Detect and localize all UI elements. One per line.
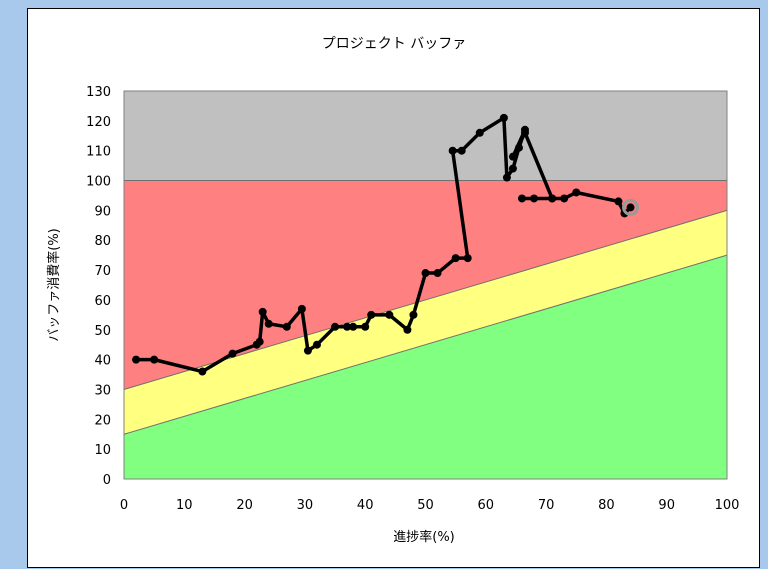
data-point — [572, 188, 581, 197]
x-tick-90: 90 — [658, 498, 675, 513]
zone-boundary-yellow — [123, 254, 728, 435]
x-tick-40: 40 — [357, 498, 374, 513]
data-point — [198, 367, 207, 376]
y-tick-50: 50 — [94, 324, 111, 339]
y-tick-130: 130 — [86, 85, 111, 100]
data-point — [614, 197, 623, 206]
data-point — [457, 146, 466, 155]
y-tick-30: 30 — [94, 383, 111, 398]
y-axis-label: バッファ消費率(%) — [46, 228, 62, 342]
x-tick-60: 60 — [478, 498, 495, 513]
y-tick-10: 10 — [94, 443, 111, 458]
data-point — [517, 194, 526, 203]
data-point — [361, 322, 370, 331]
x-tick-70: 70 — [538, 498, 555, 513]
data-point — [502, 173, 511, 182]
data-point — [312, 340, 321, 349]
zone-gray — [124, 91, 727, 181]
data-point — [560, 194, 569, 203]
y-tick-60: 60 — [94, 294, 111, 309]
series-layer — [132, 113, 640, 376]
data-point — [150, 355, 159, 364]
x-axis-label: 進捗率(%) — [393, 529, 455, 545]
zone-layer — [124, 91, 727, 479]
chart-title: プロジェクト バッファ — [322, 36, 466, 52]
x-tick-10: 10 — [176, 498, 193, 513]
x-tick-20: 20 — [236, 498, 253, 513]
data-point — [297, 304, 306, 313]
zone-yellow — [124, 210, 727, 435]
data-point — [255, 337, 264, 346]
y-tick-80: 80 — [94, 234, 111, 249]
data-point — [448, 146, 457, 155]
y-axis-ticks: 0 10 20 30 40 50 60 70 80 90 100 110 120 130 — [86, 85, 111, 488]
y-tick-20: 20 — [94, 413, 111, 428]
data-point — [548, 194, 557, 203]
y-tick-0: 0 — [103, 473, 111, 488]
y-tick-100: 100 — [86, 175, 111, 190]
data-point — [282, 322, 291, 331]
y-tick-70: 70 — [94, 264, 111, 279]
data-point — [508, 164, 517, 173]
x-tick-100: 100 — [715, 498, 740, 513]
zone-red — [124, 180, 727, 390]
data-point — [132, 355, 141, 364]
data-point — [499, 113, 508, 122]
y-tick-40: 40 — [94, 354, 111, 369]
data-point — [258, 307, 267, 316]
data-point — [303, 346, 312, 355]
chart-frame: プロジェクト バッファ 0 10 20 30 40 50 60 70 80 90 100 110 120… — [27, 8, 760, 568]
data-point — [228, 349, 237, 358]
y-tick-110: 110 — [86, 145, 111, 160]
data-point — [514, 143, 523, 152]
data-point — [367, 310, 376, 319]
data-point — [385, 310, 394, 319]
data-point — [349, 322, 358, 331]
chart-svg: プロジェクト バッファ 0102030405060708090100110120… — [46, 36, 740, 545]
data-point — [451, 254, 460, 263]
data-point — [343, 322, 352, 331]
data-point — [331, 322, 340, 331]
x-tick-30: 30 — [297, 498, 314, 513]
data-point — [409, 310, 418, 319]
data-point — [530, 194, 539, 203]
zone-green — [124, 255, 727, 479]
data-point — [520, 128, 529, 137]
data-point — [421, 269, 430, 278]
data-point — [264, 319, 273, 328]
data-point — [463, 254, 472, 263]
data-point — [508, 152, 517, 161]
current-point-marker — [622, 198, 640, 216]
plot-border — [123, 90, 728, 480]
data-point — [403, 325, 412, 334]
x-tick-80: 80 — [598, 498, 615, 513]
x-axis-ticks: 0 10 20 30 40 50 60 70 80 90 100 — [120, 498, 740, 513]
data-point — [433, 269, 442, 278]
x-tick-50: 50 — [417, 498, 434, 513]
y-tick-120: 120 — [86, 115, 111, 130]
data-point — [626, 203, 635, 212]
y-tick-90: 90 — [94, 204, 111, 219]
x-tick-0: 0 — [120, 498, 128, 513]
data-point — [475, 128, 484, 137]
